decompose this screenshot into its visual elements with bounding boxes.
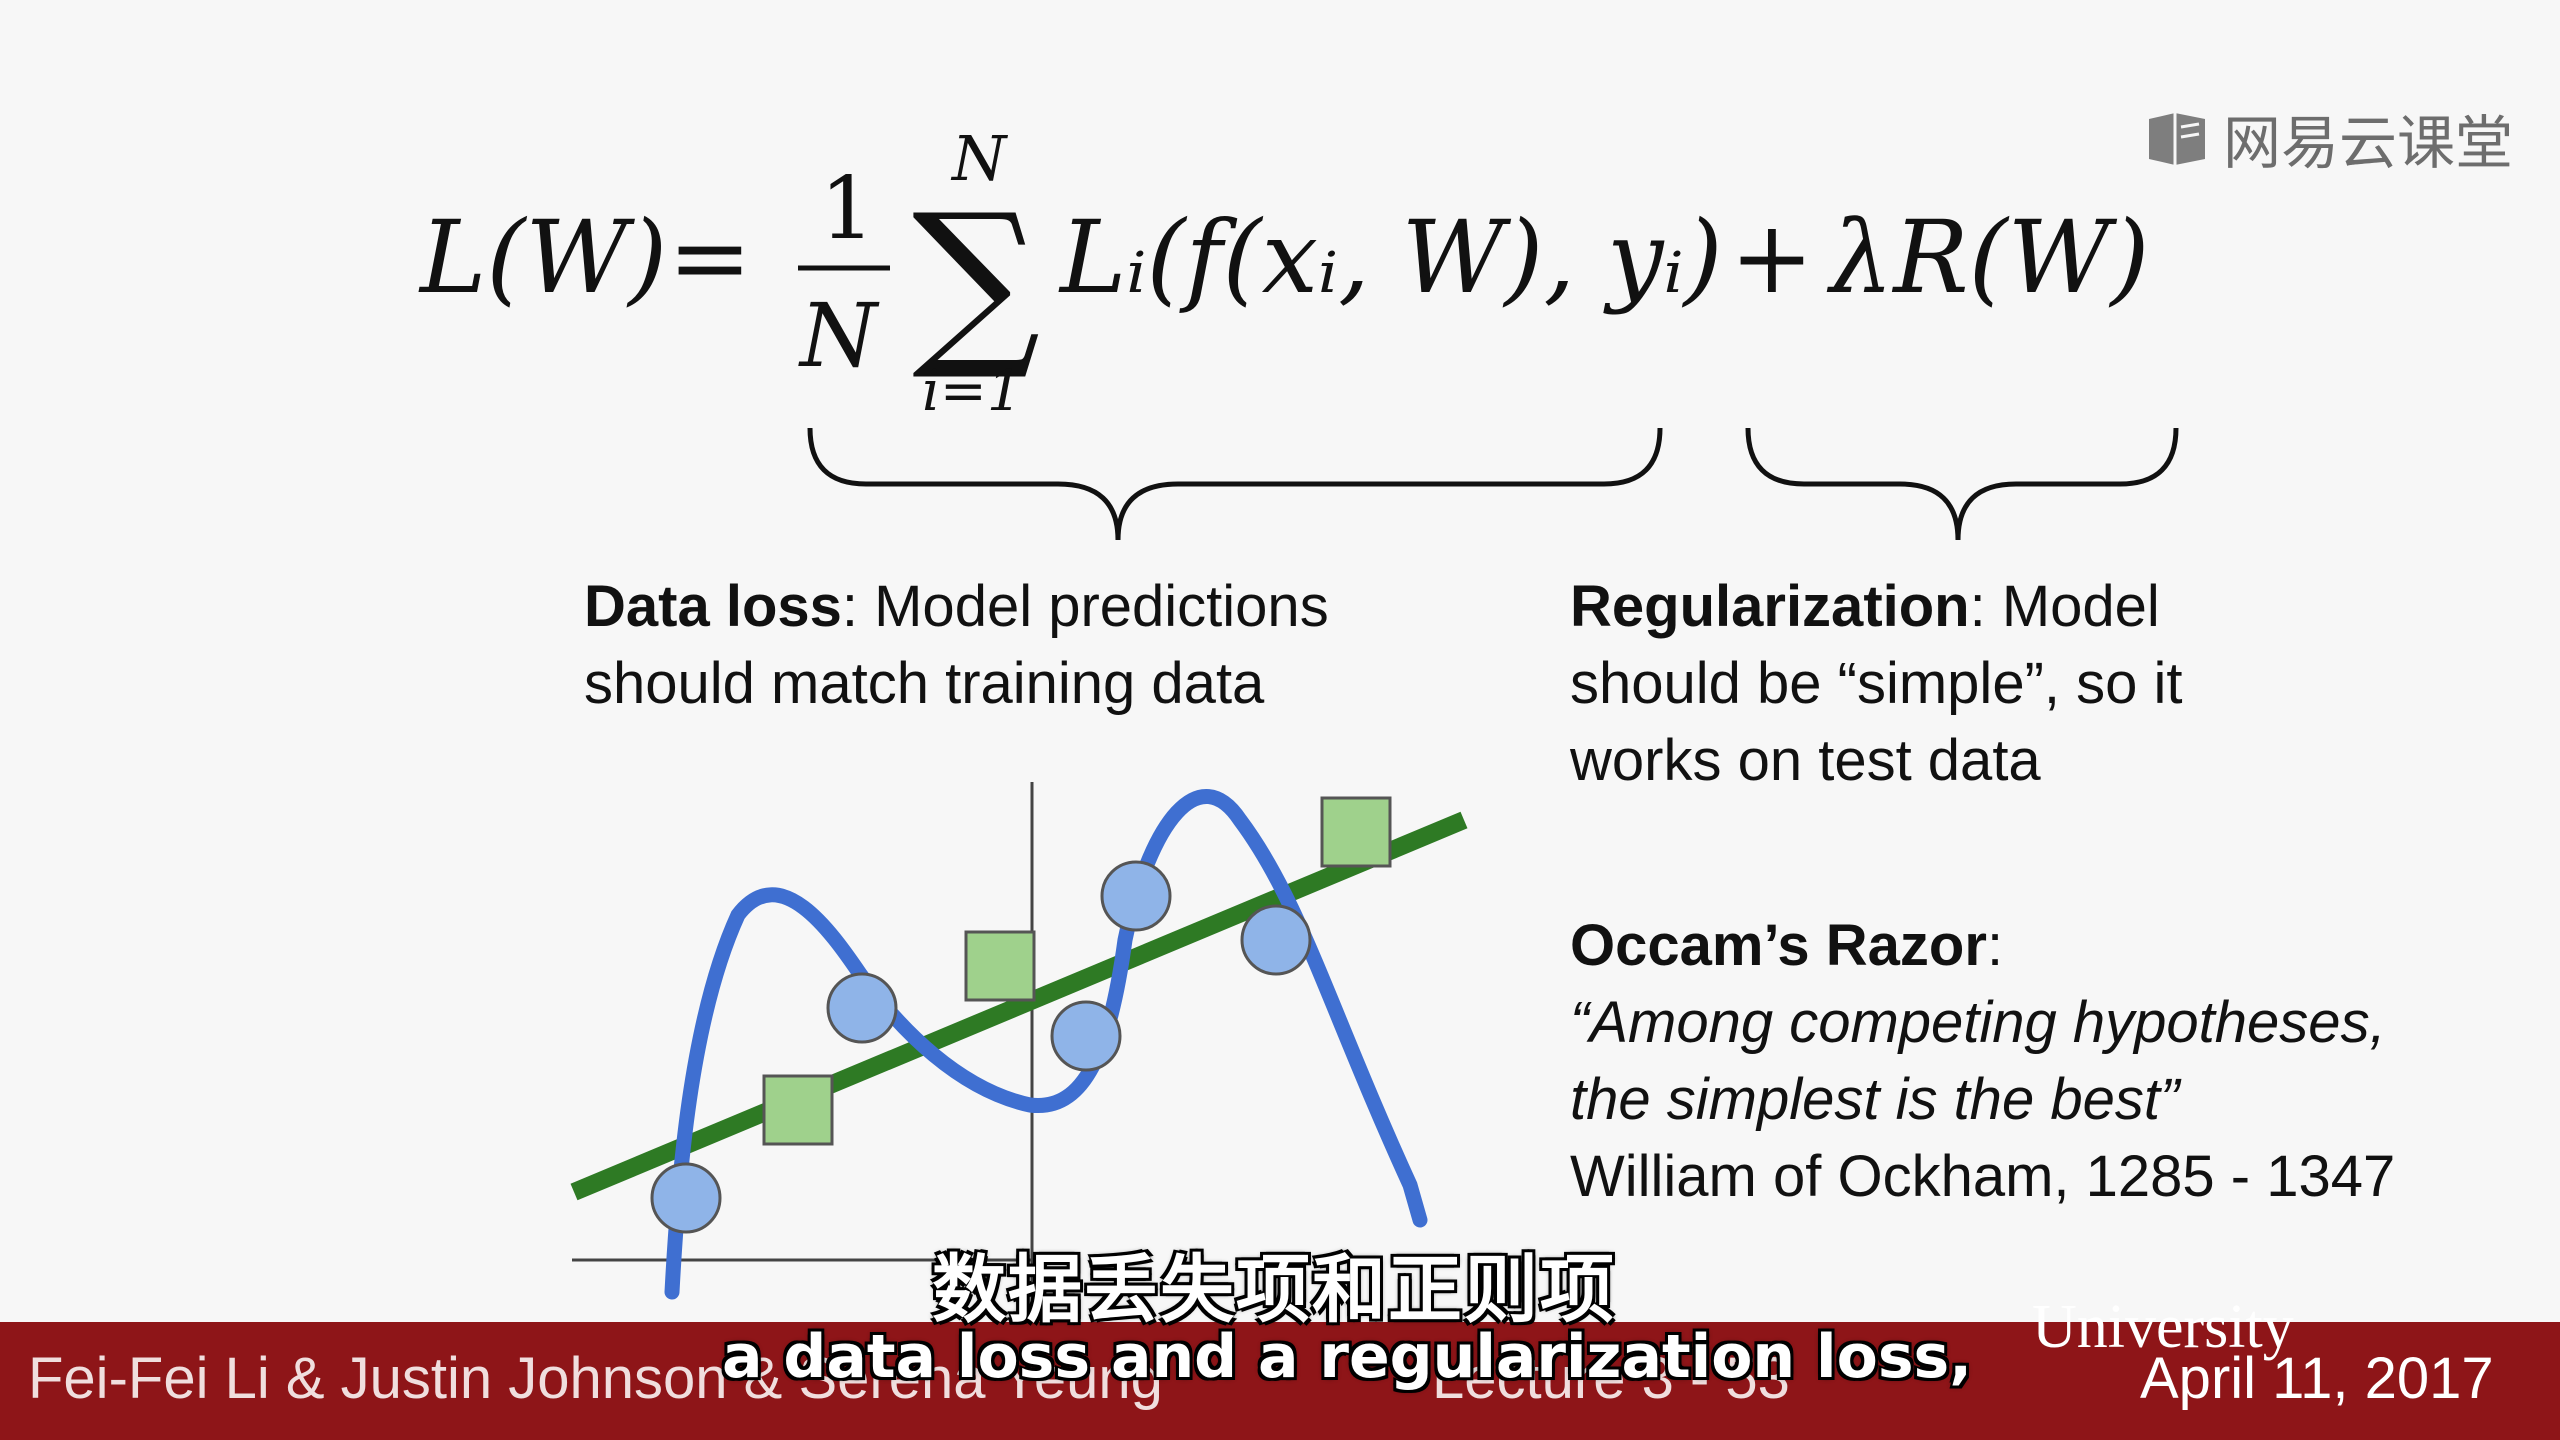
data-circle [826, 972, 898, 1044]
sum-symbol: ∑ [912, 176, 1041, 385]
formula-term: Lᵢ(f(xᵢ, W), yᵢ) [1058, 199, 1723, 316]
data-loss-brace [807, 427, 1663, 541]
footer-author: Fei-Fei Li & Justin Johnson & Serena Yeu… [28, 1346, 1163, 1411]
regularization-line1: : Model [1969, 574, 2160, 639]
footer-bar [0, 1322, 2560, 1440]
occam-quote-line2: the simplest is the best” [1570, 1067, 2180, 1132]
data-square [1320, 796, 1392, 868]
sum-lower-limit: i=1 [922, 359, 1022, 424]
regularization-brace [1745, 427, 2179, 541]
subtitle-chinese: 数据丢失项和正则项 [932, 1247, 1616, 1333]
occam-attribution: William of Ockham, 1285 - 1347 [1570, 1144, 2396, 1209]
data-loss-title: Data loss [584, 574, 842, 639]
subtitle-english: a data loss and a regularization loss, [722, 1322, 1973, 1392]
regularization-text: Regularization: Model should be “simple”… [1570, 568, 2182, 799]
formula-plus: + [1730, 199, 1814, 316]
data-square [762, 1074, 834, 1146]
formula-reg-term: λR(W) [1826, 199, 2149, 316]
footer-university: University [2032, 1293, 2294, 1361]
data-circle [1050, 1000, 1122, 1072]
overfit-curve [664, 789, 1428, 1300]
formula-numerator: 1 [820, 159, 875, 259]
watermark: 网易云课堂 [2145, 100, 2513, 177]
formula-equals: = [668, 199, 752, 316]
occam-colon: : [1986, 913, 2004, 978]
data-circle [650, 1162, 722, 1234]
data-loss-line1: : Model predictions [841, 574, 1329, 639]
regularization-line2: should be “simple”, so it [1570, 651, 2183, 716]
occam-title: Occam’s Razor [1570, 913, 1987, 978]
data-loss-text: Data loss: Model predictions should matc… [584, 568, 1329, 722]
simple-fit-line [570, 811, 1468, 1201]
data-loss-line2: should match training data [584, 651, 1265, 716]
formula-lhs: L(W) [418, 199, 667, 316]
regularization-line3: works on test data [1570, 728, 2041, 793]
footer-date: April 11, 2017 [2140, 1346, 2494, 1411]
formula-denominator: N [798, 284, 880, 387]
watermark-text: 网易云课堂 [2223, 108, 2514, 177]
overfitting-illustration [570, 782, 1468, 1320]
regularization-title: Regularization [1570, 574, 1970, 639]
footer-lecture: Lecture 3 - 53 [1432, 1346, 1790, 1411]
sum-upper-limit: N [950, 122, 1009, 195]
book-icon [2149, 112, 2205, 165]
occam-quote-line1: “Among competing hypotheses, [1570, 990, 2386, 1055]
occam-text: Occam’s Razor: “Among competing hypothes… [1570, 907, 2395, 1215]
data-circle [1100, 860, 1172, 932]
data-square [964, 930, 1036, 1002]
loss-formula: L(W) = 1 N N ∑ i=1 Lᵢ(f(xᵢ, W), yᵢ) + λR… [418, 122, 2149, 424]
data-circle [1240, 904, 1312, 976]
